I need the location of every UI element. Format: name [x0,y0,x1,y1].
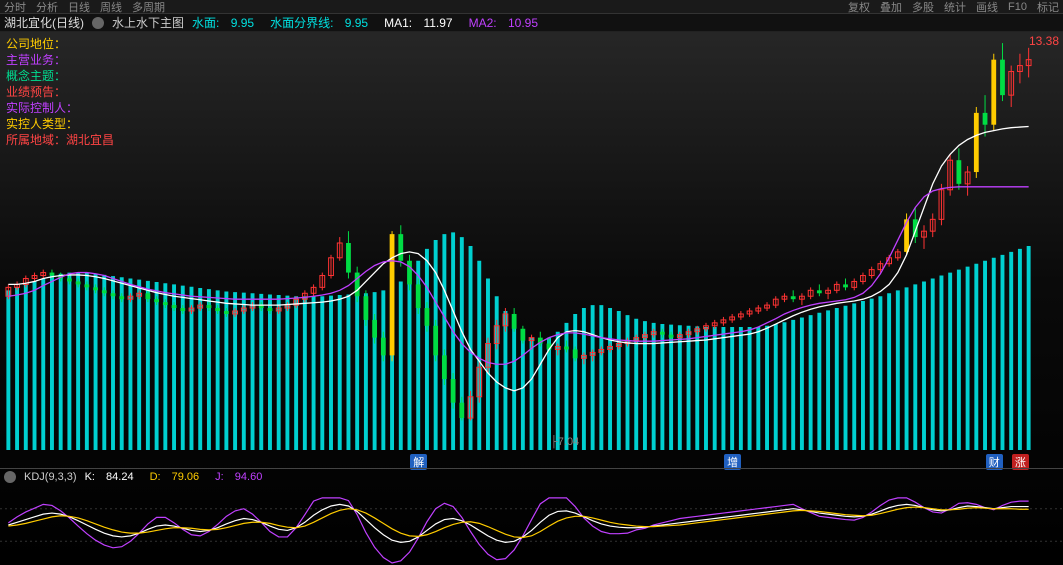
tab[interactable]: 分时 [4,0,26,14]
tab[interactable]: 复权 [848,0,870,14]
info-row: 实控人类型： [6,116,114,132]
info-row: 公司地位： [6,36,114,52]
divider-label: 水面分界线: 9.95 [270,14,376,31]
d-value: D: 79.06 [150,471,208,483]
info-row: 实际控制人： [6,100,114,116]
high-price-label: 13.38 [1029,34,1059,48]
j-value: J: 94.60 [215,471,270,483]
kdj-chart[interactable]: KDJ(9,3,3) K: 84.24 D: 79.06 J: 94.60 [0,468,1063,564]
info-row: 概念主题： [6,68,114,84]
ma1-label: MA1: 11.97 [384,16,461,30]
tab[interactable]: 多周期 [132,0,165,14]
stock-name: 湖北宜化(日线) [4,14,84,31]
low-price-label: ├7.04 [550,436,579,448]
settings-icon[interactable] [4,471,16,483]
surface-label: 水面: 9.95 [192,14,262,31]
settings-icon[interactable] [92,17,104,29]
info-row: 主营业务： [6,52,114,68]
tab[interactable]: F10 [1008,1,1027,13]
k-value: K: 84.24 [85,471,142,483]
top-tab-bar: 分时 分析 日线 周线 多周期 复权 叠加 多股 统计 画线 F10 标记 [0,0,1063,14]
tab[interactable]: 统计 [944,0,966,14]
tab[interactable]: 日线 [68,0,90,14]
ma2-label: MA2: 10.95 [469,16,546,30]
kdj-header: KDJ(9,3,3) K: 84.24 D: 79.06 J: 94.60 [0,469,1063,485]
company-info-panel: 公司地位： 主营业务： 概念主题： 业绩预告： 实际控制人： 实控人类型： 所属… [6,36,114,148]
info-row: 所属地域：湖北宜昌 [6,132,114,148]
chart-header: 湖北宜化(日线) 水上水下主图 水面: 9.95 水面分界线: 9.95 MA1… [0,14,1063,32]
info-row: 业绩预告： [6,84,114,100]
main-price-chart[interactable]: 13.38 ├7.04 解增财涨 [0,32,1063,468]
tab[interactable]: 分析 [36,0,58,14]
tab[interactable]: 周线 [100,0,122,14]
tab[interactable]: 叠加 [880,0,902,14]
tab[interactable]: 标记 [1037,0,1059,14]
kdj-name: KDJ(9,3,3) [24,471,77,483]
indicator-name: 水上水下主图 [112,14,184,31]
tab[interactable]: 画线 [976,0,998,14]
tab[interactable]: 多股 [912,0,934,14]
